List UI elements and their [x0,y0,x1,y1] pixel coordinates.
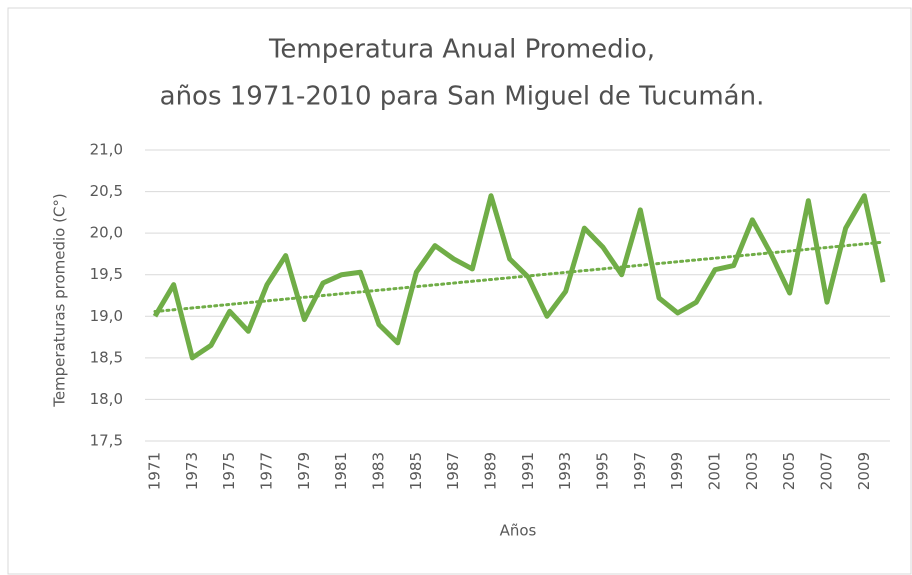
x-tick-label: 2005 [780,452,798,490]
y-tick-label: 19,5 [90,265,123,283]
x-tick-label: 1983 [370,452,388,490]
chart-title: años 1971-2010 para San Miguel de Tucumá… [160,82,765,112]
y-tick-label: 21,0 [90,141,123,159]
x-tick-label: 1995 [594,452,612,490]
x-tick-label: 1993 [556,452,574,490]
x-tick-label: 1975 [220,452,238,490]
x-tick-label: 1987 [444,452,462,490]
x-tick-label: 2001 [706,452,724,490]
x-tick-label: 1979 [295,452,313,490]
x-tick-label: 1981 [332,452,350,490]
trend-line [153,240,885,314]
x-tick-label: 1989 [482,452,500,490]
y-tick-label: 18,5 [90,348,123,366]
chart-frame [7,7,912,575]
x-tick-label: 1999 [668,452,686,490]
x-axis-label: Años [500,522,537,540]
data-line [152,193,886,361]
chart-title: Temperatura Anual Promedio, [268,35,655,65]
y-tick-label: 20,0 [90,224,123,242]
x-tick-label: 1971 [146,452,164,490]
x-tick-label: 1997 [631,452,649,490]
y-tick-label: 20,5 [90,182,123,200]
x-tick-label: 2007 [818,452,836,490]
y-tick-label: 19,0 [90,307,123,325]
y-tick-label: 18,0 [90,390,123,408]
x-tick-label: 2009 [855,452,873,490]
x-tick-label: 1977 [258,452,276,490]
x-tick-label: 2003 [743,452,761,490]
y-tick-label: 17,5 [90,432,123,450]
x-tick-label: 1985 [407,452,425,490]
x-tick-label: 1973 [183,452,201,490]
x-tick-label: 1991 [519,452,537,490]
y-axis-label: Temperaturas promedio (C°) [51,193,69,408]
